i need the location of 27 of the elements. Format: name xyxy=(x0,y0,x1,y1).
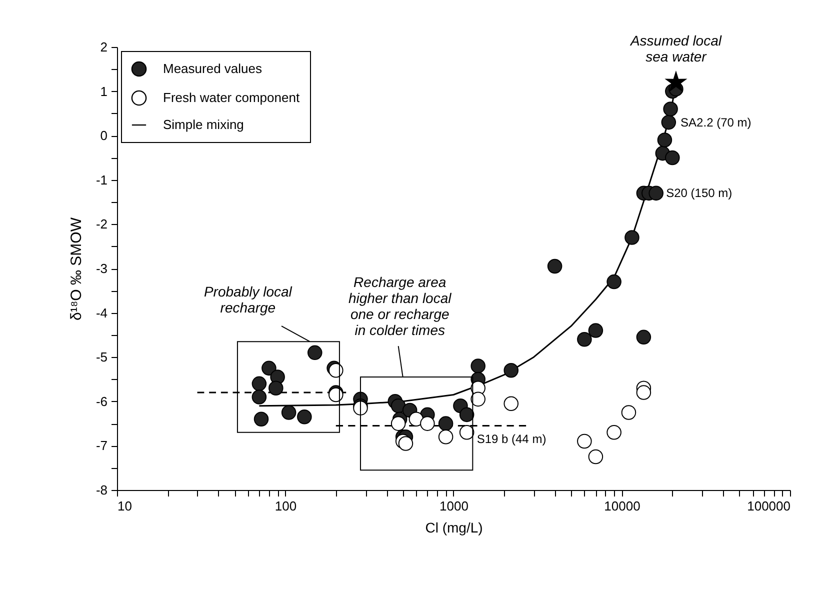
y-tick-label: -5 xyxy=(96,350,108,365)
x-tick-label: 100 xyxy=(274,498,297,514)
annotation: Assumed local sea water xyxy=(629,32,722,64)
legend-label: Fresh water component xyxy=(163,90,300,105)
y-tick-label: -1 xyxy=(96,172,108,188)
y-tick-label: 1 xyxy=(100,84,108,99)
x-tick-label: 10 xyxy=(118,498,132,514)
x-tick-label: 1000 xyxy=(440,498,468,514)
x-tick-label: 10000 xyxy=(604,498,640,514)
y-tick-label: -6 xyxy=(96,394,108,409)
legend-label: Simple mixing xyxy=(163,117,244,132)
annotation: Recharge area higher than local one or recharge in colder times xyxy=(348,274,452,338)
annotation: Probably local recharge xyxy=(204,284,293,316)
annotation: S20 (150 m) xyxy=(666,186,732,200)
y-tick-label: -8 xyxy=(96,482,108,498)
y-axis-title: δ¹⁸O ‰ SMOW xyxy=(68,216,85,321)
y-tick-label: -4 xyxy=(96,305,108,320)
annotation: S19 b (44 m) xyxy=(476,432,546,446)
y-tick-label: 0 xyxy=(100,128,108,144)
x-tick-label: 100000 xyxy=(747,498,790,514)
x-axis-title: Cl (mg/L) xyxy=(425,520,483,536)
legend-label: Measured values xyxy=(163,61,262,76)
y-tick-label: 2 xyxy=(100,40,108,54)
y-tick-label: -3 xyxy=(96,261,108,276)
annotation: SA2.2 (70 m) xyxy=(680,115,752,130)
y-tick-label: -2 xyxy=(96,216,108,232)
y-tick-label: -7 xyxy=(96,438,108,454)
